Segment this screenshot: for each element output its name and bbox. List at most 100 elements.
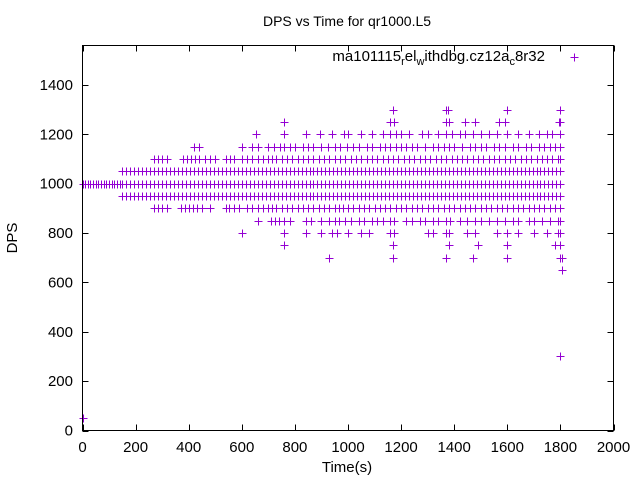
- data-point: [538, 217, 547, 226]
- data-point: [254, 143, 263, 152]
- data-point: [317, 217, 326, 226]
- data-point: [514, 130, 523, 139]
- data-point: [556, 217, 565, 226]
- data-point: [530, 229, 539, 238]
- data-point: [429, 229, 438, 238]
- data-point: [238, 143, 247, 152]
- data-point: [474, 241, 483, 250]
- data-point: [344, 130, 353, 139]
- x-tick-label: 2000: [597, 439, 630, 456]
- data-point: [317, 229, 326, 238]
- data-point: [525, 130, 534, 139]
- data-point: [514, 143, 523, 152]
- data-point: [485, 217, 494, 226]
- data-point: [408, 217, 417, 226]
- data-point: [514, 229, 523, 238]
- data-point: [235, 204, 244, 213]
- legend-marker-icon: [570, 53, 579, 62]
- data-point: [413, 143, 422, 152]
- data-point: [360, 217, 369, 226]
- data-point: [556, 241, 565, 250]
- data-point: [535, 130, 544, 139]
- x-tick-label: 1200: [384, 439, 417, 456]
- y-tick-label: 0: [65, 423, 73, 440]
- data-point: [503, 254, 512, 263]
- data-point: [252, 130, 261, 139]
- data-point: [493, 217, 502, 226]
- data-point: [328, 130, 337, 139]
- y-tick-label: 800: [48, 225, 73, 242]
- data-point: [463, 229, 472, 238]
- data-point: [434, 217, 443, 226]
- data-point: [556, 192, 565, 201]
- data-point: [254, 217, 263, 226]
- data-point: [230, 155, 239, 164]
- data-point: [461, 118, 470, 127]
- data-point: [357, 130, 366, 139]
- y-tick-label: 1000: [40, 176, 73, 193]
- data-point: [390, 118, 399, 127]
- data-point: [195, 143, 204, 152]
- data-point: [471, 118, 480, 127]
- chart-title: DPS vs Time for qr1000.L5: [263, 13, 431, 29]
- y-tick-label: 400: [48, 324, 73, 341]
- y-axis-label: DPS: [4, 223, 21, 254]
- data-point: [163, 155, 172, 164]
- data-point: [503, 241, 512, 250]
- data-point: [527, 143, 536, 152]
- legend-label: ma101115relwithdbg.cz12ac8r32: [332, 48, 545, 68]
- data-point: [333, 229, 342, 238]
- data-point: [503, 106, 512, 115]
- data-point: [325, 254, 334, 263]
- data-point: [548, 130, 557, 139]
- data-point: [556, 167, 565, 176]
- data-point: [336, 143, 345, 152]
- data-point: [421, 217, 430, 226]
- data-point: [389, 254, 398, 263]
- data-point: [446, 217, 455, 226]
- data-point: [286, 217, 295, 226]
- data-point: [211, 155, 220, 164]
- data-point: [556, 180, 565, 189]
- data-point: [307, 217, 316, 226]
- data-point: [357, 229, 366, 238]
- data-point: [389, 106, 398, 115]
- axis-ticks: 0 200 400 600 800 1000 1200 1400 1600 1800 2000 0 20…: [40, 45, 630, 456]
- data-point: [471, 229, 480, 238]
- data-point: [280, 241, 289, 250]
- x-tick-label: 1600: [491, 439, 524, 456]
- data-point: [477, 130, 486, 139]
- y-tick-label: 600: [48, 274, 73, 291]
- data-point: [397, 130, 406, 139]
- data-point: [390, 229, 399, 238]
- data-point: [309, 143, 318, 152]
- x-tick-label: 1800: [544, 439, 577, 456]
- x-tick-label: 600: [229, 439, 254, 456]
- data-point: [501, 118, 510, 127]
- data-point: [469, 254, 478, 263]
- data-point: [477, 217, 486, 226]
- data-point: [558, 254, 567, 263]
- data-point: [368, 143, 377, 152]
- data-point: [556, 143, 565, 152]
- data-point: [501, 143, 510, 152]
- data-point: [302, 130, 311, 139]
- data-point: [485, 130, 494, 139]
- y-tick-label: 1200: [40, 126, 73, 143]
- data-point: [206, 204, 215, 213]
- data-point: [463, 217, 472, 226]
- data-point: [444, 106, 453, 115]
- data-point: [450, 143, 459, 152]
- data-point: [514, 217, 523, 226]
- data-point: [389, 241, 398, 250]
- data-point: [556, 118, 565, 127]
- x-tick-label: 1400: [438, 439, 471, 456]
- data-point: [530, 217, 539, 226]
- data-point: [558, 266, 567, 275]
- data-point: [445, 229, 454, 238]
- data-point: [424, 130, 433, 139]
- data-point: [291, 143, 300, 152]
- data-point: [365, 229, 374, 238]
- data-point: [501, 217, 510, 226]
- data-point: [556, 229, 565, 238]
